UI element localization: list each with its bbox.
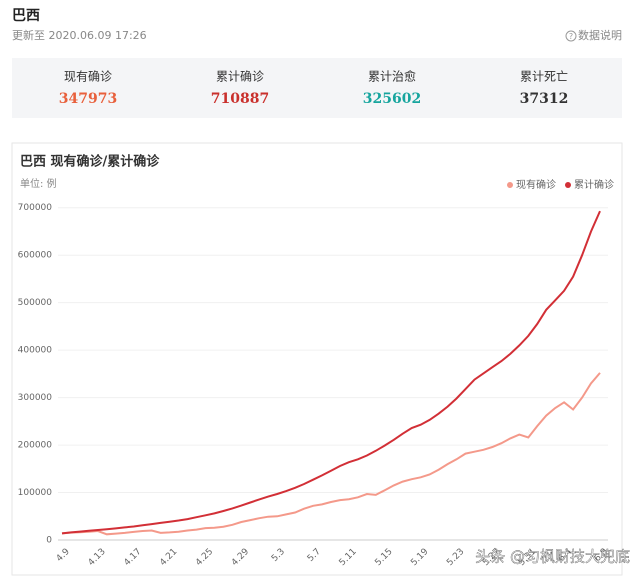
series-line — [61, 210, 601, 535]
y-tick-label: 0 — [46, 536, 52, 546]
stat-label: 累计确诊 — [216, 70, 264, 84]
y-tick-label: 600000 — [18, 251, 53, 261]
stat-value: 37312 — [520, 91, 569, 107]
y-tick-label: 100000 — [18, 488, 53, 498]
legend-label: 累计确诊 — [574, 178, 614, 191]
legend-label: 现有确诊 — [516, 178, 556, 191]
chart-title: 巴西 现有确诊/累计确诊 — [20, 154, 160, 170]
stat-value: 710887 — [211, 91, 269, 107]
watermark: 头条 @匀枫财技大兜底 — [475, 548, 630, 566]
stat-value: 325602 — [363, 91, 421, 107]
legend-marker — [507, 182, 513, 188]
y-tick-label: 200000 — [18, 441, 53, 451]
stat-label: 现有确诊 — [64, 70, 112, 84]
update-time: 更新至 2020.06.09 17:26 — [12, 28, 147, 42]
help-icon[interactable] — [565, 30, 577, 42]
y-tick-label: 300000 — [18, 393, 53, 403]
series-line — [61, 372, 601, 536]
y-tick-label: 500000 — [18, 298, 53, 308]
stat-value: 347973 — [59, 91, 117, 107]
stats-box — [12, 58, 622, 118]
stat-label: 累计死亡 — [520, 70, 568, 84]
page-title: 巴西 — [12, 8, 40, 24]
help-link[interactable]: 数据说明 — [578, 28, 622, 42]
chart-card — [11, 142, 623, 576]
y-tick-label: 700000 — [18, 203, 53, 213]
unit-label: 单位: 例 — [20, 177, 57, 190]
help-icon-glyph: ? — [569, 32, 573, 41]
y-tick-label: 400000 — [18, 346, 53, 356]
stat-label: 累计治愈 — [368, 69, 416, 84]
legend-marker — [565, 182, 571, 188]
